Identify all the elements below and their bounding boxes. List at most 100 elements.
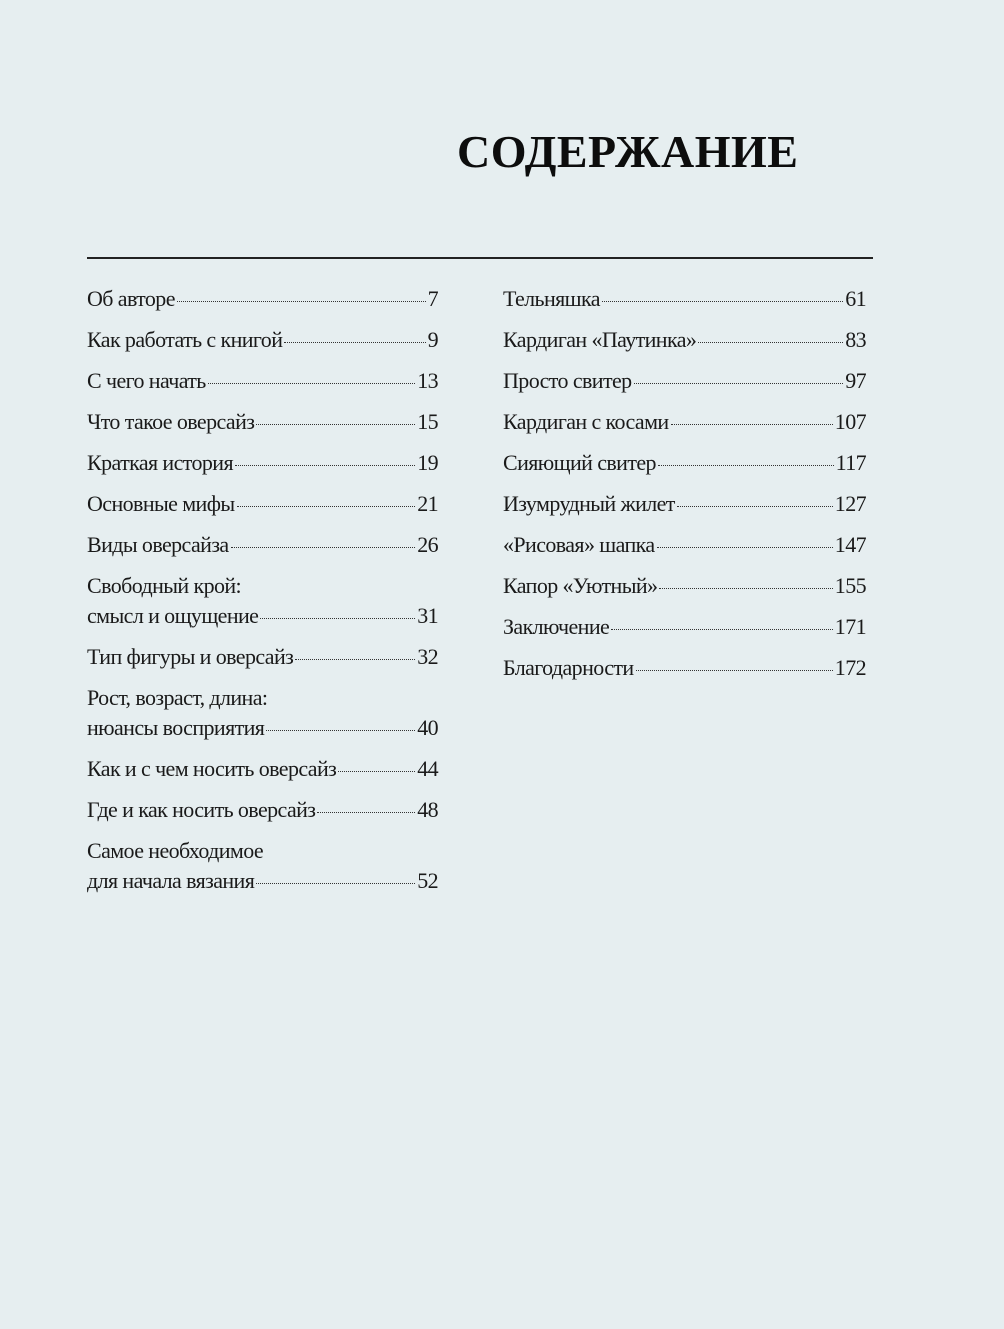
dot-leader — [656, 547, 833, 548]
toc-page-number: 61 — [845, 286, 866, 311]
toc-entry-line: Изумрудный жилет 127 — [503, 489, 867, 519]
toc-entry[interactable]: Самое необходимое для начала вязания 52 — [87, 836, 439, 896]
toc-entry-line: для начала вязания 52 — [87, 866, 439, 896]
toc-entry[interactable]: Кардиган «Паутинка» 83 — [503, 325, 867, 355]
toc-entry-title: Свободный крой: — [87, 573, 242, 598]
toc-page-number: 40 — [417, 715, 438, 740]
toc-entry-title: Краткая история — [87, 450, 234, 475]
toc-page-number: 31 — [417, 603, 438, 628]
toc-page-number: 147 — [834, 532, 867, 557]
toc-entry[interactable]: Как работать с книгой 9 — [87, 325, 439, 355]
toc-page-number: 15 — [417, 409, 438, 434]
toc-entry-line: Просто свитер 97 — [503, 366, 867, 396]
toc-entry[interactable]: Основные мифы 21 — [87, 489, 439, 519]
toc-page-number: 52 — [417, 868, 438, 893]
toc-entry-title: «Рисовая» шапка — [503, 532, 655, 557]
toc-entry-line: Самое необходимое — [87, 836, 438, 866]
toc-page-number: 127 — [834, 491, 867, 516]
toc-entry-title: Тип фигуры и оверсайз — [87, 644, 294, 669]
dot-leader — [633, 383, 844, 384]
dot-leader — [266, 730, 416, 731]
toc-page-number: 117 — [835, 450, 867, 475]
dot-leader — [698, 342, 844, 343]
dot-leader — [295, 659, 416, 660]
toc-entry[interactable]: Капор «Уютный» 155 — [503, 571, 867, 601]
toc-entry-title: Рост, возраст, длина: — [87, 685, 268, 710]
toc-page-number: 172 — [834, 655, 867, 680]
toc-entry-title: Сияющий свитер — [503, 450, 657, 475]
toc-entry-line: Как и с чем носить оверсайз 44 — [87, 754, 439, 784]
toc-page-number: 21 — [417, 491, 438, 516]
toc-entry-title: С чего начать — [87, 368, 206, 393]
toc-column-left: Об авторе 7 Как работать с книгой 9 С чего н… — [87, 284, 439, 907]
toc-entry-title: Изумрудный жилет — [503, 491, 675, 516]
toc-entry-line: нюансы восприятия 40 — [87, 713, 439, 743]
toc-entry[interactable]: Тельняшка 61 — [503, 284, 867, 314]
toc-entry-line: Сияющий свитер 117 — [503, 448, 867, 478]
toc-page-number: 97 — [845, 368, 866, 393]
dot-leader — [635, 670, 833, 671]
dot-leader — [657, 465, 834, 466]
toc-page-number: 32 — [417, 644, 438, 669]
toc-page-number: 48 — [417, 797, 438, 822]
toc-entry-line: Капор «Уютный» 155 — [503, 571, 867, 601]
dot-leader — [659, 588, 833, 589]
page-title: СОДЕРЖАНИЕ — [457, 126, 799, 177]
toc-entry[interactable]: Виды оверсайза 26 — [87, 530, 439, 560]
toc-entry[interactable]: Благодарности 172 — [503, 653, 867, 683]
toc-entry-line: Тельняшка 61 — [503, 284, 867, 314]
toc-page-number: 155 — [834, 573, 867, 598]
toc-entry[interactable]: Об авторе 7 — [87, 284, 439, 314]
toc-page-number: 44 — [417, 756, 438, 781]
toc-entry[interactable]: Изумрудный жилет 127 — [503, 489, 867, 519]
toc-entry[interactable]: Где и как носить оверсайз 48 — [87, 795, 439, 825]
toc-entry[interactable]: Заключение 171 — [503, 612, 867, 642]
toc-entry-title: смысл и ощущение — [87, 603, 259, 628]
toc-entry-line: Где и как носить оверсайз 48 — [87, 795, 439, 825]
toc-entry[interactable]: Кардиган с косами 107 — [503, 407, 867, 437]
toc-entry[interactable]: Краткая история 19 — [87, 448, 439, 478]
toc-entry-line: «Рисовая» шапка 147 — [503, 530, 867, 560]
dot-leader — [256, 883, 416, 884]
dot-leader — [601, 301, 844, 302]
toc-entry-line: Основные мифы 21 — [87, 489, 439, 519]
toc-entry[interactable]: Тип фигуры и оверсайз 32 — [87, 642, 439, 672]
toc-entry-line: Свободный крой: — [87, 571, 438, 601]
toc-entry-line: Кардиган «Паутинка» 83 — [503, 325, 867, 355]
toc-entry-title: Просто свитер — [503, 368, 632, 393]
dot-leader — [611, 629, 833, 630]
toc-entry[interactable]: Рост, возраст, длина: нюансы восприятия 40 — [87, 683, 439, 743]
toc-entry-title: Об авторе — [87, 286, 175, 311]
toc-page-number: 9 — [427, 327, 439, 352]
dot-leader — [338, 771, 416, 772]
toc-entry-title: нюансы восприятия — [87, 715, 265, 740]
dot-leader — [317, 812, 416, 813]
toc-entry-title: Что такое оверсайз — [87, 409, 255, 434]
dot-leader — [207, 383, 416, 384]
toc-entry-title: Как работать с книгой — [87, 327, 283, 352]
toc-entry[interactable]: Свободный крой: смысл и ощущение 31 — [87, 571, 439, 631]
toc-entry[interactable]: Сияющий свитер 117 — [503, 448, 867, 478]
toc-entry-line: Кардиган с косами 107 — [503, 407, 867, 437]
dot-leader — [176, 301, 426, 302]
toc-entry[interactable]: Что такое оверсайз 15 — [87, 407, 439, 437]
toc-entry[interactable]: Как и с чем носить оверсайз 44 — [87, 754, 439, 784]
toc-entry-line: Что такое оверсайз 15 — [87, 407, 439, 437]
toc-page-number: 19 — [417, 450, 438, 475]
toc-entry[interactable]: Просто свитер 97 — [503, 366, 867, 396]
toc-entry-line: Рост, возраст, длина: — [87, 683, 438, 713]
toc-entry-line: Краткая история 19 — [87, 448, 439, 478]
toc-page-number: 171 — [834, 614, 867, 639]
dot-leader — [676, 506, 833, 507]
toc-entry-line: Благодарности 172 — [503, 653, 867, 683]
toc-entry-title: для начала вязания — [87, 868, 255, 893]
toc-entry[interactable]: «Рисовая» шапка 147 — [503, 530, 867, 560]
toc-entry-title: Виды оверсайза — [87, 532, 229, 557]
toc-entry-line: смысл и ощущение 31 — [87, 601, 439, 631]
toc-entry-line: Виды оверсайза 26 — [87, 530, 439, 560]
toc-entry-title: Самое необходимое — [87, 838, 264, 863]
toc-page-number: 7 — [427, 286, 439, 311]
dot-leader — [234, 465, 416, 466]
dot-leader — [284, 342, 426, 343]
toc-entry[interactable]: С чего начать 13 — [87, 366, 439, 396]
